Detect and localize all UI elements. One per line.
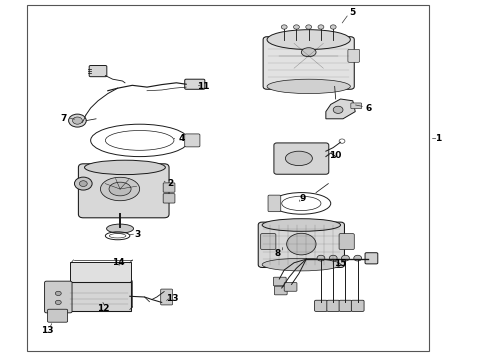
FancyBboxPatch shape bbox=[67, 282, 131, 311]
Ellipse shape bbox=[262, 219, 341, 231]
Ellipse shape bbox=[285, 151, 313, 166]
FancyBboxPatch shape bbox=[78, 164, 169, 218]
Ellipse shape bbox=[301, 48, 316, 57]
Circle shape bbox=[287, 233, 316, 255]
Text: 13: 13 bbox=[41, 326, 54, 335]
Text: 9: 9 bbox=[299, 194, 306, 203]
Circle shape bbox=[55, 291, 61, 296]
Text: 13: 13 bbox=[166, 294, 179, 302]
Circle shape bbox=[342, 255, 349, 261]
FancyBboxPatch shape bbox=[268, 195, 281, 212]
FancyBboxPatch shape bbox=[339, 234, 354, 249]
Text: 1: 1 bbox=[436, 134, 441, 143]
Text: 6: 6 bbox=[366, 104, 371, 112]
FancyBboxPatch shape bbox=[339, 300, 352, 311]
FancyBboxPatch shape bbox=[163, 194, 175, 203]
Circle shape bbox=[73, 117, 82, 124]
Circle shape bbox=[333, 106, 343, 113]
Text: 11: 11 bbox=[197, 82, 210, 91]
Circle shape bbox=[318, 25, 324, 29]
Ellipse shape bbox=[267, 79, 350, 94]
Polygon shape bbox=[326, 99, 355, 119]
Text: 2: 2 bbox=[168, 179, 173, 188]
Circle shape bbox=[306, 25, 312, 29]
Ellipse shape bbox=[100, 177, 140, 201]
Circle shape bbox=[330, 25, 336, 29]
FancyBboxPatch shape bbox=[261, 234, 276, 249]
FancyBboxPatch shape bbox=[273, 277, 286, 286]
FancyBboxPatch shape bbox=[351, 103, 362, 109]
FancyBboxPatch shape bbox=[348, 49, 360, 62]
Text: 10: 10 bbox=[329, 152, 342, 161]
Text: 8: 8 bbox=[275, 249, 281, 258]
Text: 3: 3 bbox=[134, 230, 140, 239]
Ellipse shape bbox=[107, 224, 133, 233]
FancyBboxPatch shape bbox=[351, 300, 364, 311]
FancyBboxPatch shape bbox=[284, 283, 297, 291]
Text: 12: 12 bbox=[97, 304, 109, 313]
FancyBboxPatch shape bbox=[263, 37, 354, 89]
Text: 7: 7 bbox=[60, 113, 67, 122]
FancyBboxPatch shape bbox=[327, 300, 340, 311]
Ellipse shape bbox=[109, 182, 131, 196]
FancyBboxPatch shape bbox=[365, 253, 378, 264]
FancyBboxPatch shape bbox=[185, 79, 205, 89]
Circle shape bbox=[55, 300, 61, 305]
FancyBboxPatch shape bbox=[315, 300, 327, 311]
Text: 4: 4 bbox=[178, 134, 185, 143]
Ellipse shape bbox=[267, 30, 350, 49]
FancyBboxPatch shape bbox=[163, 183, 175, 192]
FancyBboxPatch shape bbox=[161, 289, 172, 305]
Circle shape bbox=[329, 255, 337, 261]
Circle shape bbox=[294, 25, 299, 29]
Circle shape bbox=[317, 255, 325, 261]
FancyBboxPatch shape bbox=[274, 286, 287, 295]
Circle shape bbox=[281, 25, 287, 29]
Circle shape bbox=[79, 181, 87, 186]
FancyBboxPatch shape bbox=[45, 281, 72, 313]
Circle shape bbox=[354, 255, 362, 261]
FancyBboxPatch shape bbox=[48, 309, 68, 322]
Ellipse shape bbox=[84, 160, 166, 175]
FancyBboxPatch shape bbox=[89, 66, 107, 77]
Circle shape bbox=[74, 177, 92, 190]
FancyBboxPatch shape bbox=[274, 143, 329, 174]
Text: 15: 15 bbox=[334, 259, 346, 268]
Ellipse shape bbox=[262, 258, 341, 271]
Text: 14: 14 bbox=[112, 258, 125, 267]
Text: 5: 5 bbox=[350, 8, 356, 17]
Bar bbox=[27, 5, 429, 351]
Circle shape bbox=[69, 114, 86, 127]
FancyBboxPatch shape bbox=[258, 222, 344, 267]
FancyBboxPatch shape bbox=[70, 262, 131, 284]
FancyBboxPatch shape bbox=[185, 134, 200, 147]
